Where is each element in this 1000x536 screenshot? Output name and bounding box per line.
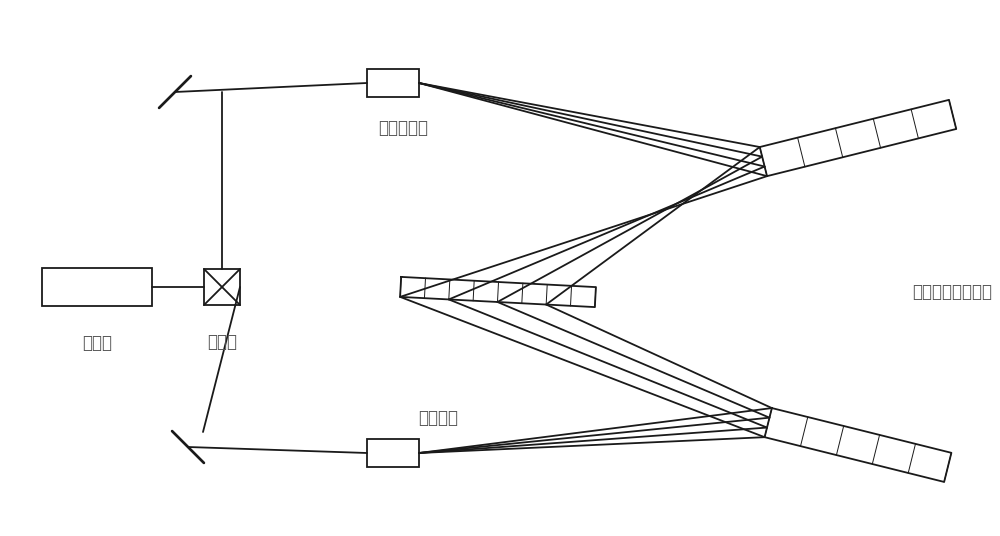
- Bar: [204, 269, 240, 305]
- Bar: [42, 268, 152, 306]
- Text: 激光器: 激光器: [82, 334, 112, 352]
- Text: 空间滤波器: 空间滤波器: [378, 119, 428, 137]
- Text: 分光镜: 分光镜: [207, 333, 237, 351]
- Text: 光栅基板: 光栅基板: [418, 410, 458, 428]
- Bar: [367, 439, 419, 467]
- Text: 离轴抛物面反射镜: 离轴抛物面反射镜: [912, 283, 992, 301]
- Bar: [367, 69, 419, 97]
